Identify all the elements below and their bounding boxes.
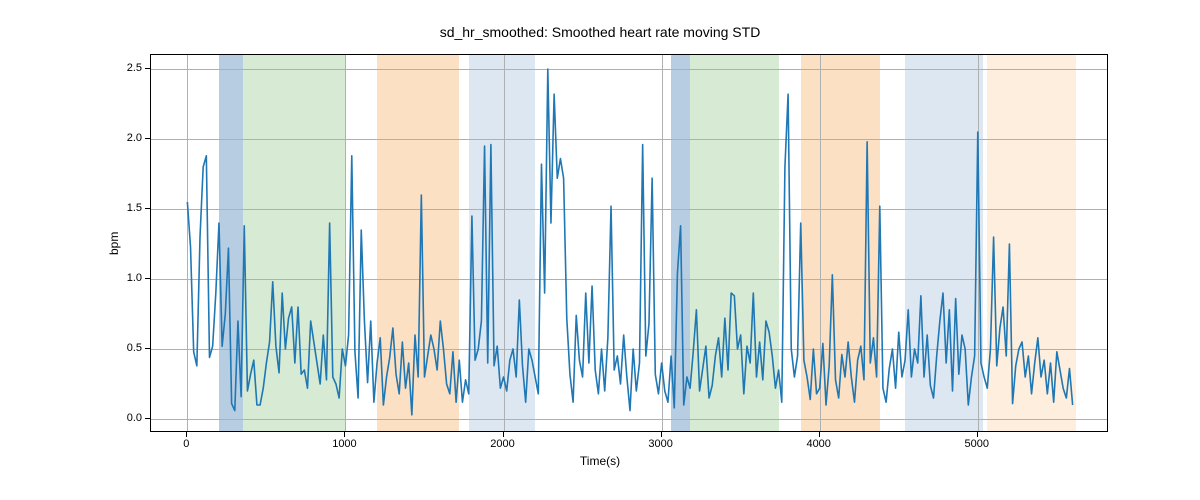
ytick-label: 1.0 <box>102 272 142 284</box>
ytick-mark <box>145 68 150 69</box>
ytick-label: 2.0 <box>102 132 142 144</box>
ytick-mark <box>145 138 150 139</box>
line-series <box>151 55 1108 432</box>
xtick-label: 2000 <box>490 438 514 450</box>
xtick-label: 3000 <box>648 438 672 450</box>
xtick-label: 5000 <box>965 438 989 450</box>
ytick-label: 0.5 <box>102 342 142 354</box>
chart-title: sd_hr_smoothed: Smoothed heart rate movi… <box>0 24 1200 40</box>
ytick-mark <box>145 208 150 209</box>
ytick-label: 2.5 <box>102 62 142 74</box>
xtick-label: 0 <box>183 438 189 450</box>
xtick-mark <box>344 432 345 437</box>
ytick-label: 1.5 <box>102 202 142 214</box>
xtick-label: 4000 <box>806 438 830 450</box>
xtick-mark <box>661 432 662 437</box>
ytick-label: 0.0 <box>102 412 142 424</box>
xtick-mark <box>819 432 820 437</box>
xtick-label: 1000 <box>332 438 356 450</box>
xtick-mark <box>186 432 187 437</box>
xtick-mark <box>977 432 978 437</box>
ytick-mark <box>145 348 150 349</box>
ytick-mark <box>145 278 150 279</box>
y-axis-label: bpm <box>107 232 121 255</box>
figure: sd_hr_smoothed: Smoothed heart rate movi… <box>0 0 1200 500</box>
xtick-mark <box>503 432 504 437</box>
x-axis-label: Time(s) <box>0 454 1200 468</box>
plot-area <box>150 54 1108 432</box>
ytick-mark <box>145 418 150 419</box>
